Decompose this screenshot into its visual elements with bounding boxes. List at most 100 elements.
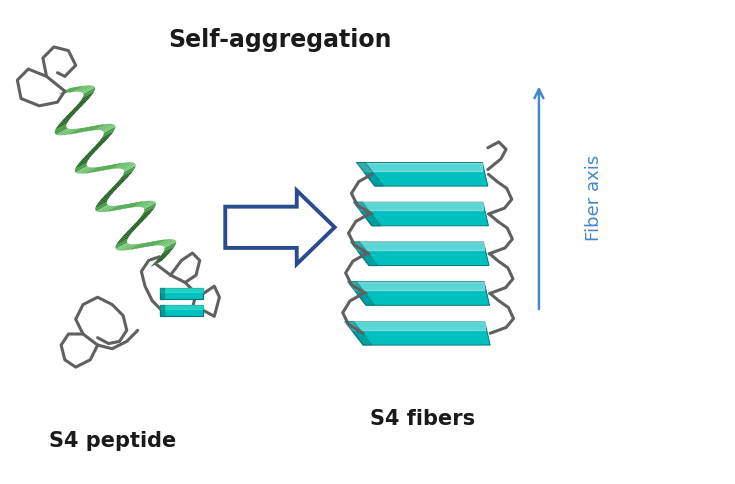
Polygon shape bbox=[96, 135, 111, 144]
Polygon shape bbox=[141, 201, 155, 208]
Polygon shape bbox=[75, 165, 87, 172]
Polygon shape bbox=[159, 305, 164, 316]
Polygon shape bbox=[345, 321, 490, 345]
Polygon shape bbox=[356, 163, 488, 186]
Polygon shape bbox=[123, 166, 136, 174]
Polygon shape bbox=[60, 114, 74, 123]
Polygon shape bbox=[123, 225, 139, 235]
Polygon shape bbox=[351, 242, 484, 250]
Polygon shape bbox=[162, 240, 176, 247]
Polygon shape bbox=[96, 205, 110, 212]
Polygon shape bbox=[78, 85, 92, 92]
Polygon shape bbox=[348, 282, 490, 305]
Polygon shape bbox=[71, 102, 86, 112]
Polygon shape bbox=[99, 124, 113, 131]
Polygon shape bbox=[119, 244, 135, 251]
Polygon shape bbox=[159, 239, 174, 246]
Polygon shape bbox=[345, 321, 372, 345]
Polygon shape bbox=[130, 201, 146, 208]
Polygon shape bbox=[101, 206, 117, 212]
Polygon shape bbox=[98, 164, 115, 171]
Polygon shape bbox=[127, 221, 143, 231]
Polygon shape bbox=[110, 204, 126, 212]
Polygon shape bbox=[157, 250, 172, 259]
Polygon shape bbox=[143, 202, 156, 209]
Polygon shape bbox=[96, 196, 110, 205]
Polygon shape bbox=[125, 201, 142, 209]
Polygon shape bbox=[121, 162, 135, 169]
Polygon shape bbox=[62, 129, 77, 135]
Polygon shape bbox=[121, 168, 135, 177]
Polygon shape bbox=[79, 153, 94, 163]
Polygon shape bbox=[86, 124, 103, 131]
Polygon shape bbox=[93, 165, 110, 172]
Polygon shape bbox=[118, 232, 132, 242]
Polygon shape bbox=[101, 124, 115, 132]
Polygon shape bbox=[354, 202, 381, 226]
Polygon shape bbox=[76, 166, 89, 173]
Polygon shape bbox=[225, 191, 334, 264]
Polygon shape bbox=[119, 171, 133, 181]
Polygon shape bbox=[87, 166, 104, 173]
Polygon shape bbox=[104, 125, 115, 133]
Polygon shape bbox=[160, 247, 174, 256]
Polygon shape bbox=[115, 239, 128, 247]
Polygon shape bbox=[351, 242, 489, 266]
Polygon shape bbox=[113, 162, 129, 169]
Text: S4 fibers: S4 fibers bbox=[370, 408, 475, 429]
Polygon shape bbox=[162, 244, 176, 253]
Polygon shape bbox=[123, 244, 138, 251]
Polygon shape bbox=[103, 163, 120, 170]
Polygon shape bbox=[81, 86, 94, 92]
Polygon shape bbox=[351, 242, 378, 266]
Polygon shape bbox=[96, 199, 108, 208]
Polygon shape bbox=[84, 88, 95, 96]
Polygon shape bbox=[115, 242, 129, 250]
Text: Fiber axis: Fiber axis bbox=[584, 155, 603, 241]
Polygon shape bbox=[108, 182, 123, 192]
Polygon shape bbox=[79, 167, 95, 174]
Polygon shape bbox=[141, 208, 154, 217]
Polygon shape bbox=[116, 174, 131, 184]
Polygon shape bbox=[54, 125, 66, 134]
Polygon shape bbox=[76, 126, 93, 133]
Polygon shape bbox=[124, 164, 136, 172]
Polygon shape bbox=[101, 189, 116, 199]
Polygon shape bbox=[100, 132, 114, 141]
Polygon shape bbox=[104, 185, 120, 196]
Polygon shape bbox=[55, 121, 69, 129]
Polygon shape bbox=[356, 163, 384, 186]
Polygon shape bbox=[67, 106, 82, 116]
Polygon shape bbox=[138, 211, 153, 220]
Polygon shape bbox=[108, 163, 124, 169]
Polygon shape bbox=[98, 206, 112, 212]
Polygon shape bbox=[74, 85, 89, 92]
Polygon shape bbox=[354, 202, 483, 211]
Polygon shape bbox=[164, 242, 176, 250]
Polygon shape bbox=[345, 321, 484, 330]
Polygon shape bbox=[59, 129, 74, 135]
Polygon shape bbox=[69, 86, 85, 92]
Polygon shape bbox=[138, 201, 153, 207]
Polygon shape bbox=[115, 203, 132, 211]
Polygon shape bbox=[77, 167, 91, 174]
Polygon shape bbox=[147, 240, 163, 247]
Polygon shape bbox=[56, 128, 70, 135]
Polygon shape bbox=[135, 214, 150, 224]
Polygon shape bbox=[157, 239, 171, 245]
Polygon shape bbox=[104, 127, 115, 135]
Polygon shape bbox=[64, 86, 81, 93]
Polygon shape bbox=[112, 178, 127, 188]
Polygon shape bbox=[81, 125, 98, 132]
Polygon shape bbox=[348, 282, 375, 305]
Polygon shape bbox=[356, 163, 482, 171]
Polygon shape bbox=[152, 239, 168, 246]
Polygon shape bbox=[150, 257, 165, 267]
Polygon shape bbox=[159, 288, 204, 299]
Polygon shape bbox=[91, 124, 107, 131]
Polygon shape bbox=[90, 142, 104, 152]
Polygon shape bbox=[98, 193, 113, 202]
Polygon shape bbox=[159, 305, 204, 309]
Polygon shape bbox=[132, 242, 148, 250]
Polygon shape bbox=[80, 92, 94, 101]
